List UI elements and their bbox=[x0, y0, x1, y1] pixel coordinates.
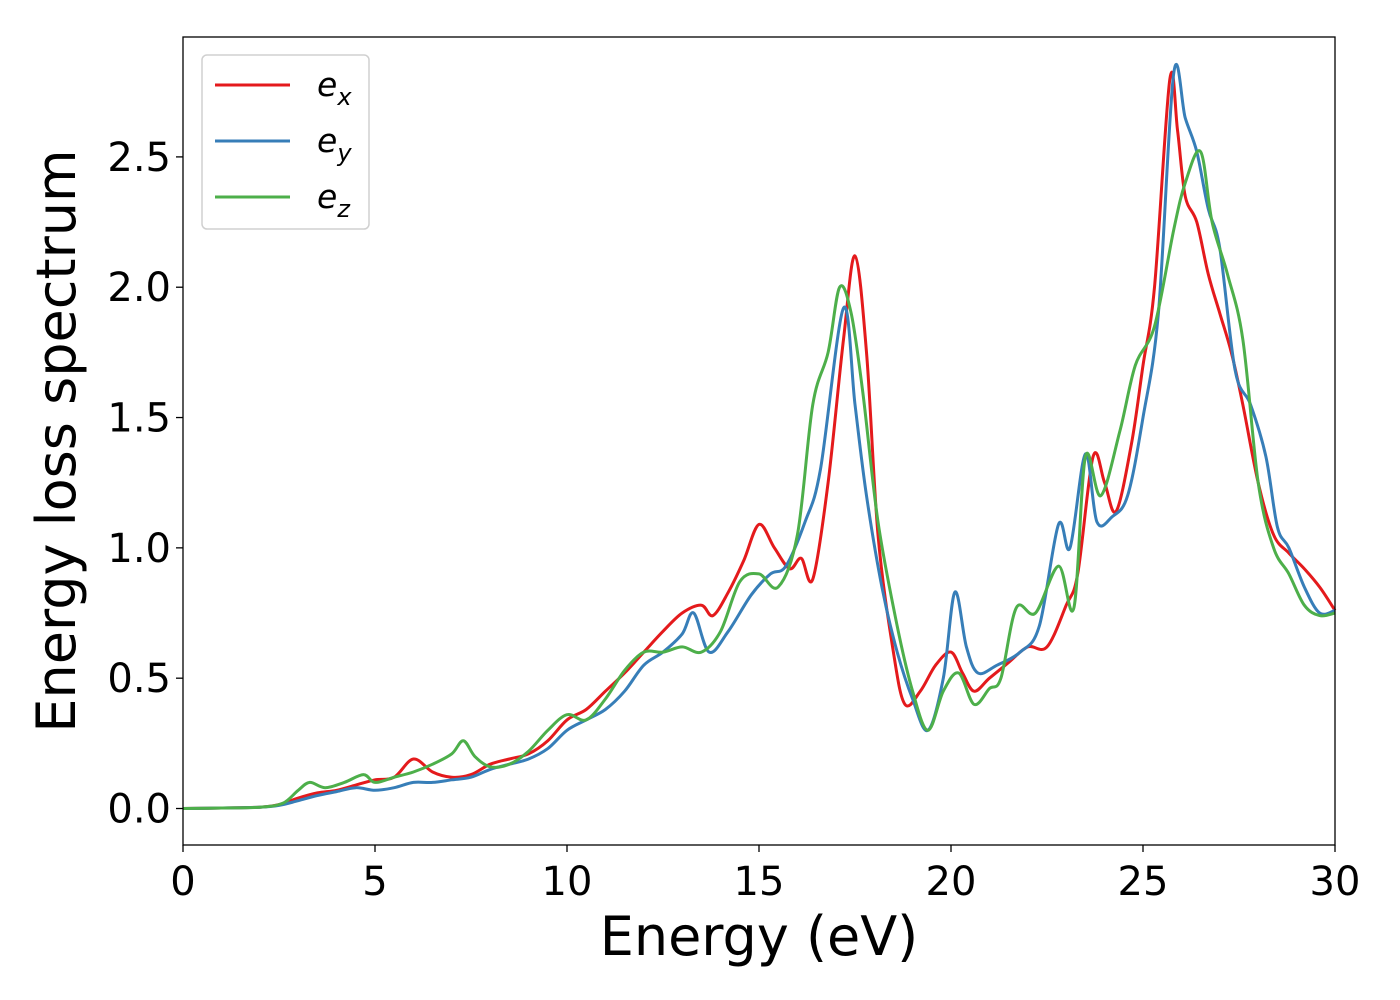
legend: ex ey ez bbox=[201, 54, 370, 230]
x-axis-ticks: 0 5 10 15 20 25 30 bbox=[170, 845, 1360, 905]
y-tick-label: 2.5 bbox=[107, 135, 171, 181]
y-tick-label: 1.0 bbox=[107, 526, 171, 572]
x-tick-label: 5 bbox=[362, 859, 387, 905]
series-line-e-x bbox=[182, 70, 1337, 810]
y-tick-label: 2.0 bbox=[107, 265, 171, 311]
y-tick-label: 1.5 bbox=[107, 396, 171, 442]
series-line-e-z bbox=[182, 149, 1336, 810]
series-layer bbox=[182, 62, 1337, 810]
y-axis-ticks: 0.0 0.5 1.0 1.5 2.0 2.5 bbox=[107, 135, 183, 833]
legend-label-x: ex bbox=[317, 65, 352, 111]
x-axis-title: Energy (eV) bbox=[600, 905, 919, 968]
x-tick-label: 0 bbox=[170, 859, 195, 905]
legend-label-y: ey bbox=[317, 121, 352, 167]
x-tick-label: 10 bbox=[542, 859, 593, 905]
series-line-e-y bbox=[182, 62, 1336, 810]
y-tick-label: 0.0 bbox=[107, 787, 171, 833]
legend-label-z: ez bbox=[317, 177, 351, 223]
x-tick-label: 20 bbox=[926, 859, 977, 905]
x-tick-label: 15 bbox=[734, 859, 785, 905]
y-tick-label: 0.5 bbox=[107, 656, 171, 702]
y-axis-title: Energy loss spectrum bbox=[25, 149, 88, 732]
x-tick-label: 25 bbox=[1118, 859, 1169, 905]
plot-background bbox=[183, 37, 1335, 845]
x-tick-label: 30 bbox=[1310, 859, 1361, 905]
